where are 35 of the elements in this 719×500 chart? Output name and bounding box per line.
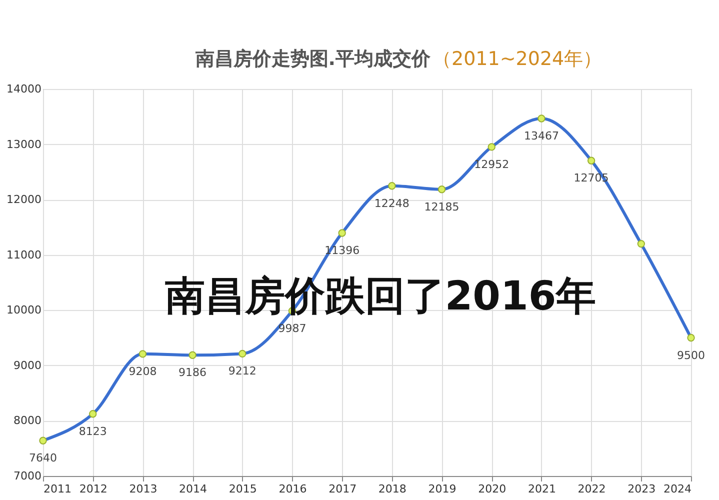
y-tick-label: 7000 [14, 470, 42, 482]
data-label: 12952 [474, 158, 510, 171]
x-tick-label: 2019 [428, 482, 456, 496]
data-label: 7640 [29, 452, 57, 465]
y-tick-label: 8000 [14, 414, 42, 428]
chart-subtitle: （2011~2024年） [432, 48, 602, 70]
data-label: 9987 [278, 322, 306, 335]
y-tick-label: 14000 [6, 82, 42, 96]
x-tick-label: 2011 [44, 482, 72, 496]
data-label: 8123 [78, 424, 107, 438]
data-label: 9500 [677, 348, 705, 362]
x-tick-label: 2018 [378, 482, 406, 496]
x-tick-label: 2015 [228, 482, 257, 496]
x-tick-label: 2017 [328, 482, 357, 496]
x-tick-label: 2020 [478, 482, 506, 496]
x-tick-label: 2022 [578, 482, 606, 496]
y-tick-label: 11000 [6, 248, 42, 262]
data-label: 12185 [424, 200, 460, 214]
data-label: 9212 [228, 364, 256, 378]
data-label: 12248 [374, 196, 410, 210]
chart-title: 南昌房价走势图.平均成交价 [194, 48, 432, 70]
data-label: 13467 [524, 129, 559, 142]
x-tick-label: 2013 [129, 482, 158, 496]
x-tick-label: 2021 [528, 482, 556, 496]
x-tick-label: 2016 [278, 482, 307, 496]
data-label: 9186 [178, 366, 207, 380]
y-tick-label: 12000 [6, 193, 42, 206]
x-tick-label: 2014 [179, 482, 208, 496]
y-tick-label: 10000 [6, 304, 42, 317]
data-label: 9208 [128, 364, 157, 378]
y-tick-label: 9000 [14, 358, 42, 372]
x-tick-label: 2023 [628, 482, 656, 496]
y-tick-label: 13000 [6, 138, 42, 151]
x-tick-label: 2012 [79, 482, 108, 496]
x-tick-label: 2024 [664, 482, 692, 496]
